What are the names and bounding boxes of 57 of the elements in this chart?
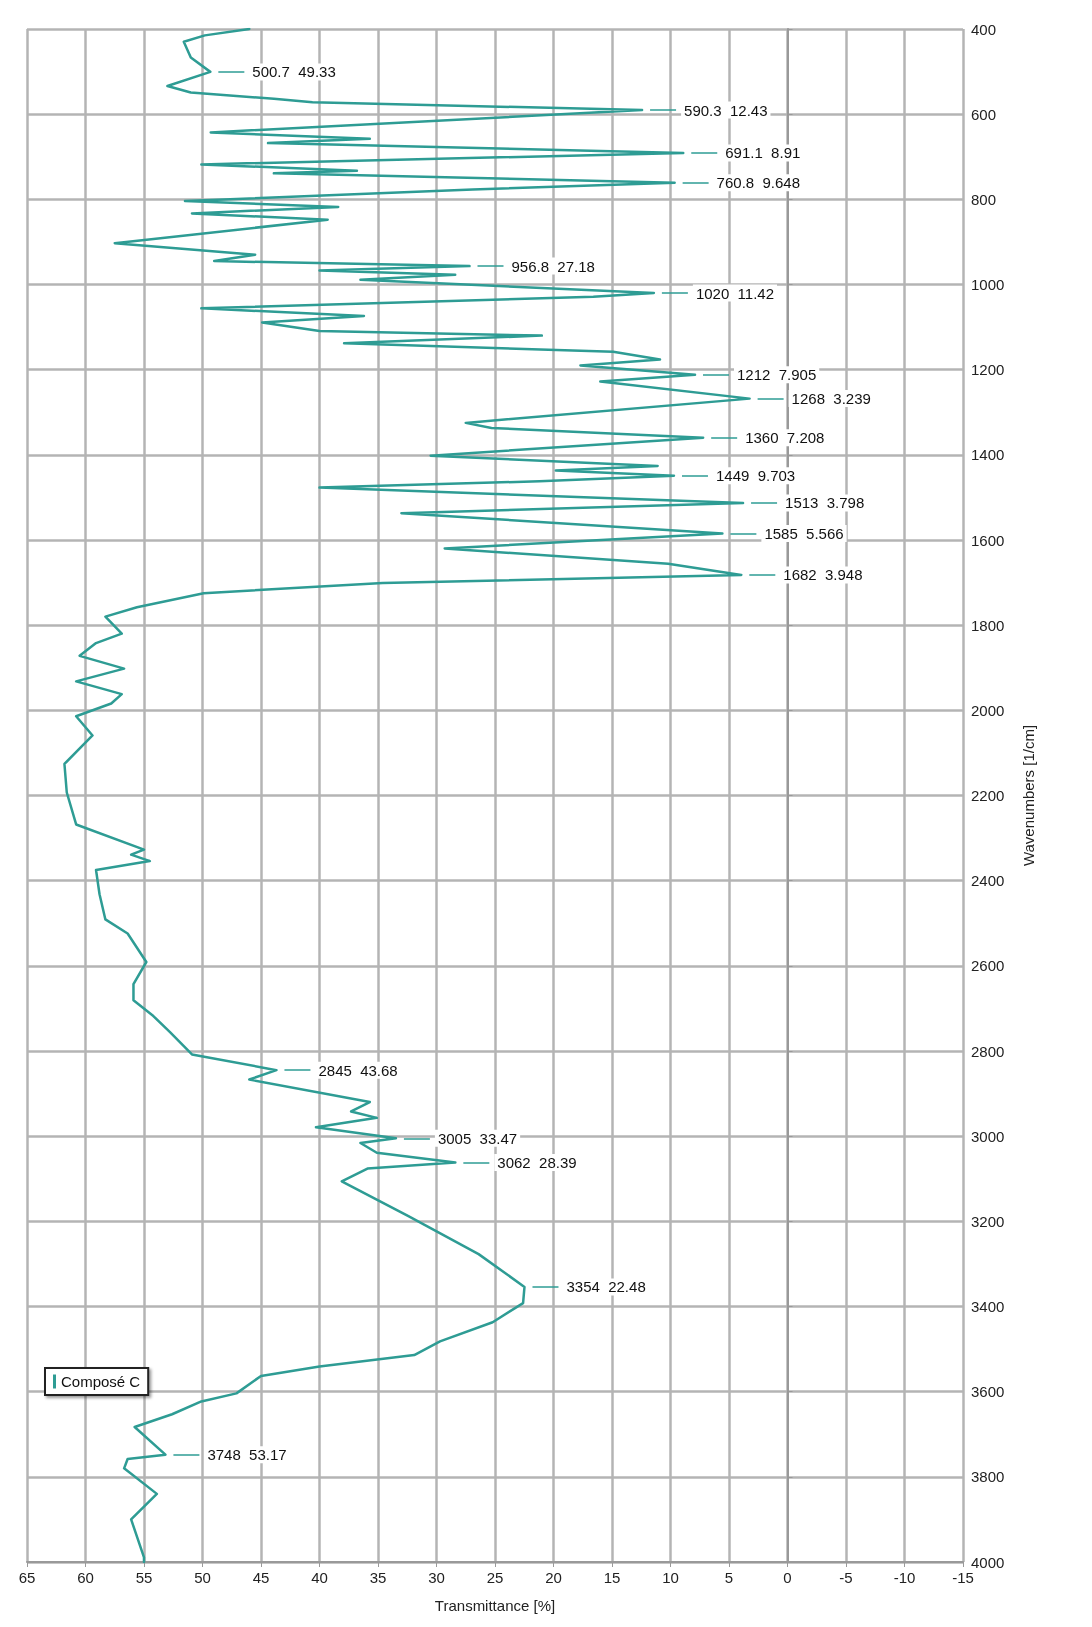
y-tick-label: 1200 xyxy=(971,361,1005,379)
y-tick-label: 2400 xyxy=(971,872,1005,890)
y-tick-label: 2800 xyxy=(971,1042,1005,1060)
x-tick-label: -10 xyxy=(893,1569,916,1586)
annotation: 760.8 9.648 xyxy=(716,174,801,192)
x-tick-label: 10 xyxy=(662,1569,679,1586)
annotation: 3005 33.47 xyxy=(437,1129,518,1147)
y-tick-label: 3000 xyxy=(971,1127,1005,1145)
x-tick-label: 15 xyxy=(603,1569,621,1586)
y-tick-label: 3400 xyxy=(971,1298,1005,1315)
y-tick-label: 1600 xyxy=(971,531,1005,549)
x-tick-label: 40 xyxy=(311,1569,328,1586)
y-tick-label: 400 xyxy=(971,20,997,38)
annotation: 956.8 27.18 xyxy=(511,257,595,275)
x-tick-label: 65 xyxy=(18,1569,36,1586)
annotation: 1212 7.905 xyxy=(737,366,817,384)
y-tick-label: 1400 xyxy=(971,446,1005,464)
y-tick-label: 3200 xyxy=(971,1212,1005,1230)
legend-label: Composé C xyxy=(61,1373,141,1390)
annotation: 3748 53.17 xyxy=(207,1446,287,1464)
annotation: 1585 5.566 xyxy=(764,525,844,543)
y-tick-label: 3800 xyxy=(971,1468,1005,1486)
x-tick-label: 25 xyxy=(486,1569,504,1586)
y-tick-label: 800 xyxy=(971,190,997,208)
y-tick-label: 1800 xyxy=(971,616,1005,634)
x-tick-label: 0 xyxy=(783,1569,792,1586)
annotation: 1449 9.703 xyxy=(715,467,796,485)
annotation: 1682 3.948 xyxy=(783,566,863,584)
y-tick-label: 600 xyxy=(971,105,997,123)
x-tick-label: 35 xyxy=(369,1569,387,1586)
y-axis-title: Wavenumbers [1/cm] xyxy=(1020,724,1037,867)
x-tick-label: 20 xyxy=(545,1569,562,1586)
x-tick-label: 45 xyxy=(252,1569,270,1586)
annotation: 691.1 8.91 xyxy=(725,144,801,162)
x-tick-label: 5 xyxy=(724,1569,734,1586)
annotation: 3062 28.39 xyxy=(497,1154,577,1172)
x-tick-label: -15 xyxy=(952,1569,974,1586)
annotation: 1268 3.239 xyxy=(791,390,871,408)
y-tick-label: 4000 xyxy=(971,1553,1005,1571)
y-tick-label: 1000 xyxy=(971,276,1005,293)
x-axis-title: Transmittance [%] xyxy=(434,1597,556,1614)
annotation: 1360 7.208 xyxy=(745,429,825,447)
y-tick-label: 2600 xyxy=(971,957,1005,975)
y-tick-label: 2200 xyxy=(971,787,1005,804)
annotation: 1020 11.42 xyxy=(695,284,775,302)
annotation: 1513 3.798 xyxy=(785,494,865,512)
y-tick-label: 2000 xyxy=(971,701,1005,719)
x-tick-label: -5 xyxy=(839,1569,853,1586)
x-tick-label: 55 xyxy=(135,1569,153,1586)
x-tick-label: 60 xyxy=(77,1569,94,1586)
x-tick-label: 30 xyxy=(428,1569,445,1586)
annotation: 500.7 49.33 xyxy=(252,63,336,81)
annotation: 2845 43.68 xyxy=(318,1061,398,1079)
x-tick-label: 50 xyxy=(194,1569,211,1586)
annotation: 590.3 12.43 xyxy=(684,101,768,119)
y-tick-label: 3600 xyxy=(971,1383,1005,1401)
annotation: 3354 22.48 xyxy=(566,1278,646,1296)
